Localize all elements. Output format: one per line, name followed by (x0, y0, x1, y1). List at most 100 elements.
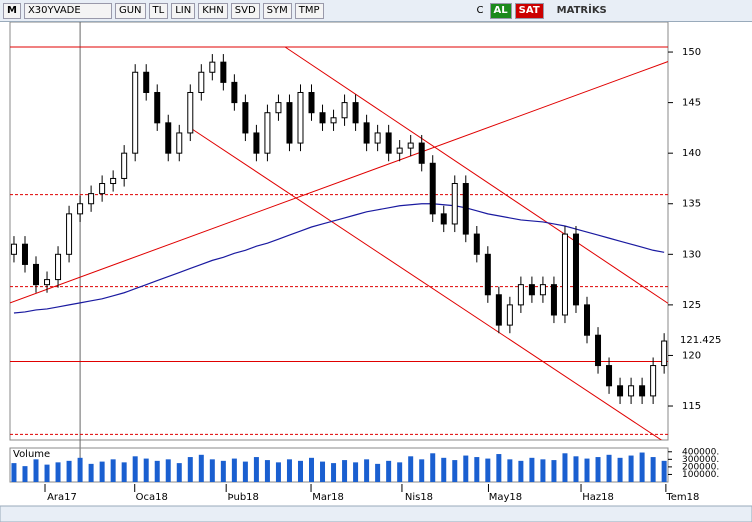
candle-body (517, 284, 524, 306)
volume-bar (99, 461, 105, 482)
candle-body (385, 132, 392, 154)
candle-body (572, 233, 579, 306)
volume-bar (485, 458, 491, 482)
candle-body (484, 253, 491, 296)
candle-body (176, 132, 183, 154)
candle-body (66, 213, 73, 255)
volume-tick-label: 100000. (682, 470, 719, 480)
candle-body (297, 91, 304, 144)
volume-label: Volume (13, 449, 50, 460)
candle-body (77, 203, 84, 215)
candle-body (319, 112, 326, 124)
candle-body (231, 81, 238, 104)
candle-body (341, 102, 348, 119)
sell-button[interactable]: SAT (514, 2, 544, 19)
trend-line (190, 127, 663, 440)
volume-bar (419, 459, 425, 482)
volume-bar (430, 453, 436, 482)
x-tick-label: Tem18 (665, 492, 699, 503)
volume-bar (397, 462, 403, 482)
volume-bar (198, 454, 204, 482)
candle-body (440, 213, 447, 225)
tool-button[interactable]: SVD (230, 2, 260, 19)
volume-bar (220, 460, 226, 482)
volume-bar (33, 459, 39, 482)
volume-tick-label: 200000. (682, 462, 719, 472)
volume-bar (408, 456, 414, 482)
candle-body (429, 162, 436, 215)
volume-bar (463, 455, 469, 482)
volume-bar (286, 459, 292, 482)
candle-body (539, 284, 546, 296)
logo[interactable]: M (3, 2, 21, 19)
volume-bar (375, 463, 381, 482)
candle-body (99, 183, 106, 195)
tool-button[interactable]: TL (148, 2, 169, 19)
volume-bar (55, 462, 61, 482)
tool-button[interactable]: SYM (262, 2, 292, 19)
tool-button[interactable]: KHN (198, 2, 228, 19)
tool-button[interactable]: TMP (294, 2, 324, 19)
candle-body (10, 243, 17, 255)
candle-body (154, 91, 161, 124)
candle-body (473, 233, 480, 255)
x-tick-label: Þub18 (227, 492, 258, 503)
volume-bar (441, 457, 447, 482)
candle-body (451, 183, 458, 225)
volume-bar (231, 458, 237, 482)
volume-bar (320, 461, 326, 482)
x-tick-label: Ara17 (47, 492, 77, 503)
volume-bar (617, 457, 623, 482)
trend-line (10, 61, 668, 304)
tool-button[interactable]: LIN (171, 2, 196, 19)
buttons: GUN TL LIN KHN SVD SYM TMP (112, 2, 324, 19)
x-tick-label: Oca18 (136, 492, 168, 503)
volume-bar (176, 463, 182, 482)
volume-bar (606, 454, 612, 482)
candle-body (550, 284, 557, 316)
candle-body (55, 253, 62, 281)
candle-body (308, 91, 315, 114)
volume-bar (88, 463, 94, 482)
candle-body (275, 102, 282, 114)
candle-body (495, 294, 502, 326)
y-tick-label: 125 (682, 300, 701, 311)
volume-bar (342, 460, 348, 482)
volume-tick-label: 300000. (682, 455, 719, 465)
y-tick-label: 145 (682, 98, 701, 109)
candle-body (242, 102, 249, 134)
volume-bar (529, 457, 535, 482)
candle-body (165, 122, 172, 154)
volume-bar (540, 459, 546, 482)
volume-bar (562, 453, 568, 482)
volume-bar (452, 460, 458, 482)
candle-body (396, 147, 403, 154)
brand: MATRİKS (556, 4, 607, 16)
volume-bar (364, 459, 370, 482)
toolbar: M X30YVADE GUN TL LIN KHN SVD SYM TMP C AL SAT… (0, 0, 752, 22)
y-tick-label: 135 (682, 199, 701, 210)
tool-button[interactable]: GUN (114, 2, 146, 19)
volume-bar (309, 457, 315, 482)
volume-bar (474, 457, 480, 482)
volume-bar (154, 460, 160, 482)
volume-bar (661, 460, 667, 482)
candle-body (220, 61, 227, 83)
volume-bar (386, 460, 392, 482)
volume-bar (165, 459, 171, 482)
candle-body (661, 340, 668, 367)
candle-body (187, 91, 194, 134)
candle-body (418, 142, 425, 164)
volume-bar (11, 463, 17, 482)
candle-body (209, 61, 216, 73)
scrollbar (0, 505, 752, 522)
candle-body (121, 152, 128, 179)
symbol[interactable]: X30YVADE (23, 2, 112, 19)
candle-body (198, 71, 205, 93)
volume-frame (9, 447, 669, 483)
y-tick-label: 140 (682, 148, 701, 159)
candle-body (286, 102, 293, 144)
buy-button[interactable]: AL (489, 2, 512, 19)
candle-body (88, 193, 95, 205)
